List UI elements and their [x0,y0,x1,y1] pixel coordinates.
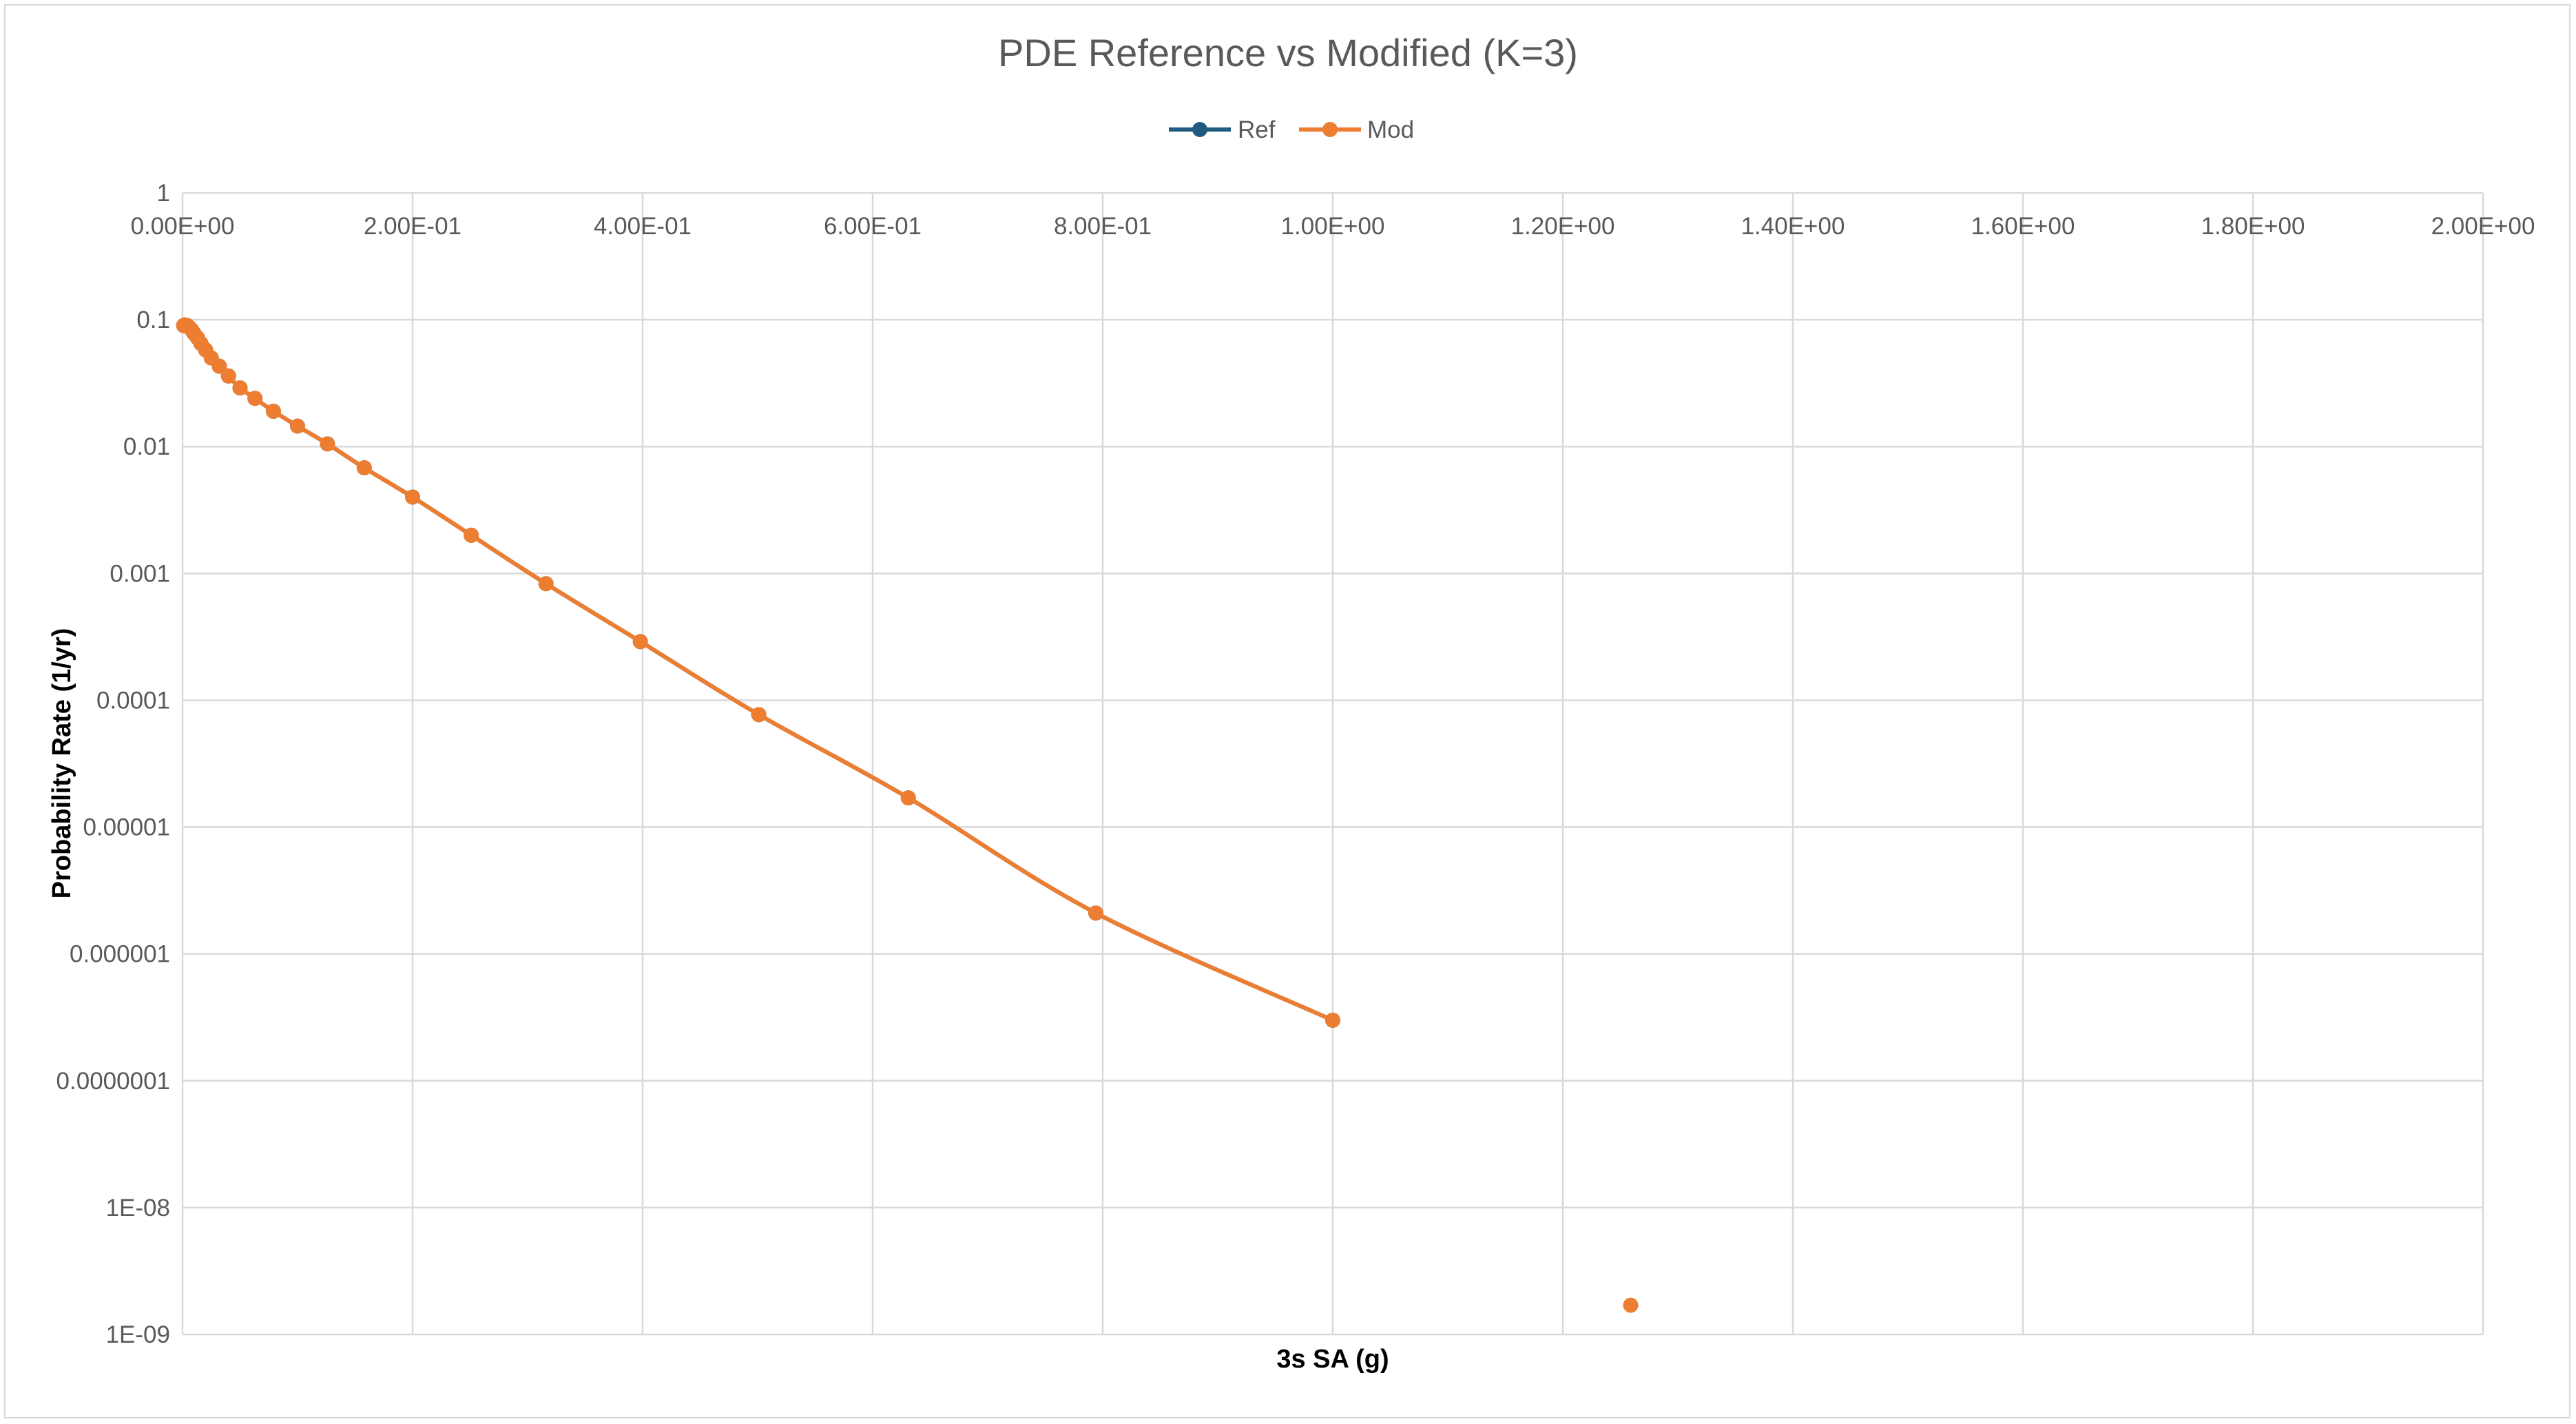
y-axis-tick-labels: 1 0.1 0.01 0.001 0.0001 0.00001 0.000001 0.0000… [56,180,170,1348]
legend[interactable]: Ref Mod [1169,116,1414,143]
legend-entry-mod[interactable]: Mod [1299,116,1414,143]
data-point-mod [751,707,767,723]
data-point-mod [632,634,648,650]
plot-area [176,317,1639,1313]
x-tick-label: 8.00E-01 [1054,213,1152,240]
data-point-mod [1325,1012,1340,1028]
x-tick-label: 1.40E+00 [1741,213,1845,240]
y-tick-label: 0.1 [136,307,170,333]
y-tick-label: 0.001 [110,560,170,587]
data-point-mod [290,418,305,434]
data-point-mod [265,403,281,419]
data-point-mod [538,576,554,592]
x-axis-label: 3s SA (g) [1276,1345,1389,1374]
y-axis-label: Probability Rate (1/yr) [48,628,76,899]
legend-mod-marker [1322,122,1338,137]
y-tick-label: 0.0001 [96,687,170,714]
y-tick-label: 0.0000001 [56,1068,170,1095]
x-tick-label: 2.00E+00 [2431,213,2535,240]
x-tick-label: 0.00E+00 [131,213,235,240]
y-tick-label: 0.01 [123,433,170,460]
legend-entry-ref[interactable]: Ref [1169,116,1276,143]
data-point-mod [900,790,916,806]
data-point-mod [211,358,227,374]
data-point-mod [1623,1297,1639,1313]
legend-ref-label: Ref [1238,116,1276,143]
y-tick-label: 0.00001 [83,814,170,841]
data-point-mod [405,489,420,505]
data-point-mod [1088,905,1103,921]
gridlines [181,192,2484,1336]
x-tick-label: 6.00E-01 [824,213,922,240]
y-tick-label: 1E-08 [106,1195,170,1221]
chart-title: PDE Reference vs Modified (K=3) [998,31,1578,74]
data-point-mod [464,527,479,543]
chart-frame [4,4,2570,1418]
series-line-ref [181,322,1335,1022]
x-tick-label: 1.60E+00 [1971,213,2075,240]
legend-mod-label: Mod [1367,116,1414,143]
data-point-mod [320,436,335,452]
x-tick-label: 4.00E-01 [594,213,692,240]
x-tick-label: 1.80E+00 [2201,213,2305,240]
data-point-mod [232,380,248,396]
x-axis-tick-labels: 0.00E+00 2.00E-01 4.00E-01 6.00E-01 8.00E-01… [131,213,2535,240]
data-point-mod [220,368,236,384]
y-tick-label: 1 [157,180,170,207]
series-ref [176,317,1340,1028]
y-tick-label: 0.000001 [70,941,170,968]
data-point-mod [356,460,372,476]
y-tick-label: 1E-09 [106,1321,170,1348]
legend-ref-marker [1192,122,1207,137]
data-point-mod [247,391,263,406]
series-line-mod [181,322,1335,1022]
series-mod [176,317,1639,1313]
x-tick-label: 1.20E+00 [1511,213,1615,240]
x-tick-label: 1.00E+00 [1281,213,1385,240]
x-tick-label: 2.00E-01 [364,213,461,240]
